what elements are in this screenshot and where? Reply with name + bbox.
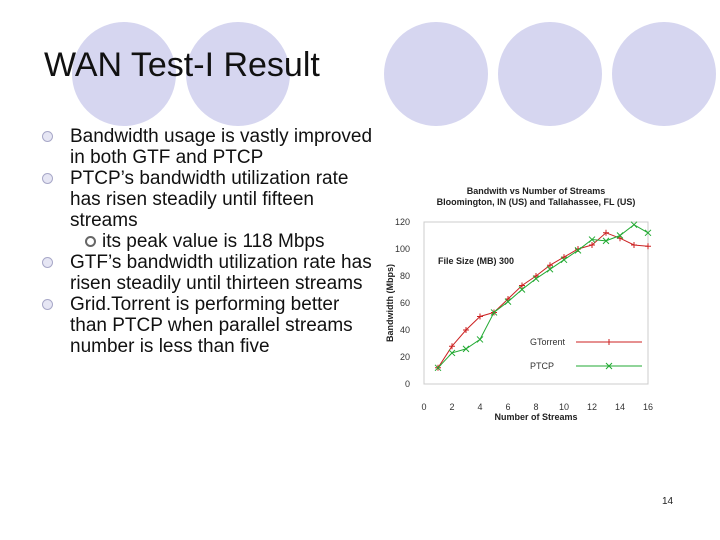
x-tick-label: 4 xyxy=(477,402,482,412)
x-tick-label: 16 xyxy=(643,402,653,412)
bullet-text: GTF’s bandwidth utilization rate has ris… xyxy=(70,252,372,294)
bullet-item: GTF’s bandwidth utilization rate has ris… xyxy=(40,252,380,294)
data-point-gtorrent xyxy=(631,241,637,248)
data-point-gtorrent xyxy=(603,229,609,236)
bandwidth-chart: Bandwith vs Number of Streams Bloomington… xyxy=(380,182,670,422)
y-tick-label: 80 xyxy=(400,271,410,281)
bullet-text: Grid.Torrent is performing better than P… xyxy=(70,294,353,357)
bullet-dot-icon xyxy=(42,299,53,310)
x-tick-label: 14 xyxy=(615,402,625,412)
plot-frame xyxy=(423,221,649,385)
data-point-gtorrent xyxy=(463,327,469,333)
decor-circle xyxy=(384,22,488,126)
x-tick-label: 10 xyxy=(559,402,569,412)
y-tick-label: 20 xyxy=(400,352,410,362)
legend-marker-gtorrent xyxy=(606,339,612,345)
data-point-gtorrent xyxy=(645,243,651,250)
x-tick-label: 0 xyxy=(421,402,426,412)
x-tick-label: 2 xyxy=(449,402,454,412)
data-point-ptcp xyxy=(574,246,582,254)
series-line-ptcp xyxy=(437,224,649,369)
chart-canvas: Bandwith vs Number of StreamsBloomington… xyxy=(385,186,653,422)
data-point-gtorrent xyxy=(547,262,553,269)
y-tick-label: 100 xyxy=(395,244,410,254)
data-point-ptcp xyxy=(602,237,610,245)
sub-bullet-ring-icon xyxy=(85,236,96,247)
y-tick-label: 60 xyxy=(400,298,410,308)
data-point-ptcp xyxy=(476,336,484,343)
chart-title: Bandwith vs Number of Streams xyxy=(467,186,606,196)
decor-circle xyxy=(186,22,290,126)
data-point-ptcp xyxy=(588,236,596,243)
data-point-ptcp xyxy=(462,345,470,353)
decor-circle xyxy=(612,22,716,126)
data-point-ptcp xyxy=(448,349,456,357)
bullet-text: PTCP’s bandwidth utilization rate has ri… xyxy=(70,168,349,231)
data-point-ptcp xyxy=(532,275,540,283)
data-point-ptcp xyxy=(644,229,652,237)
data-point-ptcp xyxy=(560,256,568,264)
y-tick-label: 120 xyxy=(395,217,410,227)
y-tick-label: 0 xyxy=(405,379,410,389)
x-tick-label: 8 xyxy=(533,402,538,412)
bullet-dot-icon xyxy=(42,257,53,268)
bullet-dot-icon xyxy=(42,131,53,142)
page-number: 14 xyxy=(662,496,674,507)
decor-circle xyxy=(72,22,176,126)
sub-bullet-text: its peak value is 118 Mbps xyxy=(102,231,325,252)
data-point-ptcp xyxy=(504,298,512,306)
legend-label: GTorrent xyxy=(530,337,566,347)
chart-subtitle: Bloomington, IN (US) and Tallahassee, FL… xyxy=(437,197,636,207)
data-point-ptcp xyxy=(630,221,638,229)
data-point-gtorrent xyxy=(589,241,595,248)
series-line-gtorrent xyxy=(437,232,649,369)
slide-title: WAN Test-I Result xyxy=(44,46,320,84)
x-tick-label: 12 xyxy=(587,402,597,412)
bullet-item: Bandwidth usage is vastly improved in bo… xyxy=(40,126,380,168)
data-point-ptcp xyxy=(518,286,526,293)
data-point-gtorrent xyxy=(519,282,525,289)
data-point-ptcp xyxy=(616,232,624,239)
data-point-ptcp xyxy=(546,265,554,273)
legend-marker-ptcp xyxy=(605,362,613,370)
decor-circle xyxy=(498,22,602,126)
y-axis-label: Bandwidth (Mbps) xyxy=(385,264,395,342)
x-tick-label: 6 xyxy=(505,402,510,412)
chart-annotation: File Size (MB) 300 xyxy=(438,256,514,266)
bullet-item: PTCP’s bandwidth utilization rate has ri… xyxy=(40,168,380,231)
data-point-ptcp xyxy=(490,309,498,316)
legend-label: PTCP xyxy=(530,361,554,371)
bullet-dot-icon xyxy=(42,173,53,184)
sub-bullet-item: its peak value is 118 Mbps xyxy=(40,231,380,252)
bullet-list: Bandwidth usage is vastly improved in bo… xyxy=(40,126,380,357)
data-point-ptcp xyxy=(434,364,442,372)
x-axis-label: Number of Streams xyxy=(494,412,577,422)
data-point-gtorrent xyxy=(477,313,483,320)
data-point-gtorrent xyxy=(449,343,455,350)
y-tick-label: 40 xyxy=(400,325,410,335)
bullet-text: Bandwidth usage is vastly improved in bo… xyxy=(70,126,373,168)
bullet-item: Grid.Torrent is performing better than P… xyxy=(40,294,380,357)
